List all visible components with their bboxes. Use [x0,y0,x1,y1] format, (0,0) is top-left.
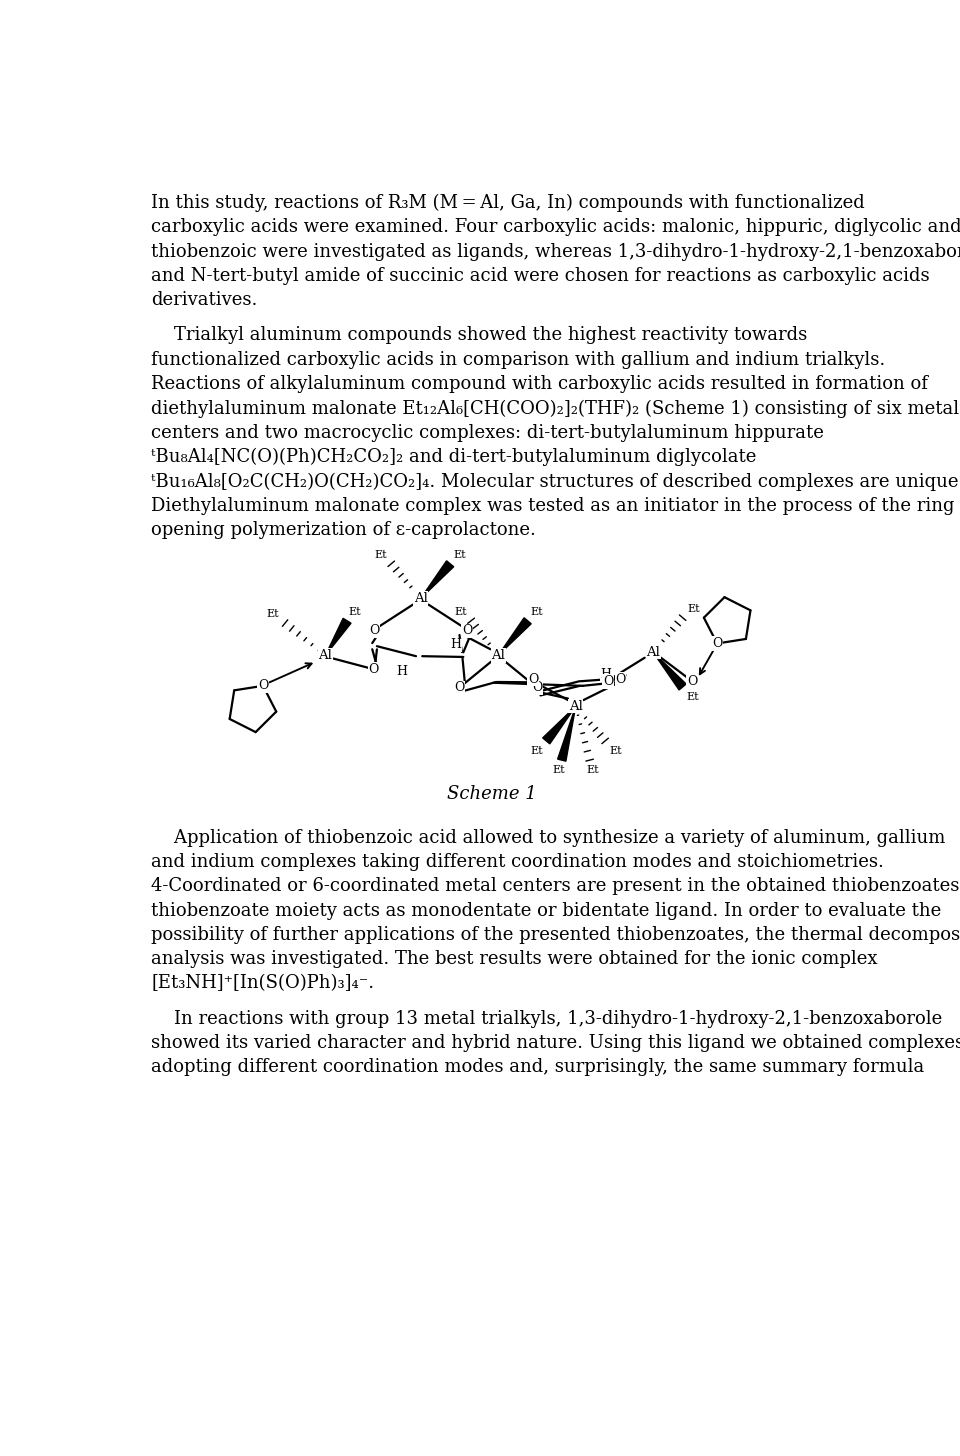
Text: and N-tert-butyl amide of succinic acid were chosen for reactions as carboxylic : and N-tert-butyl amide of succinic acid … [152,266,930,285]
Text: Et: Et [531,607,543,617]
Text: centers and two macrocyclic complexes: di-tert-butylaluminum hippurate: centers and two macrocyclic complexes: d… [152,424,824,441]
Text: Scheme 1: Scheme 1 [447,785,537,802]
Text: O: O [454,681,465,695]
Text: 4-Coordinated or 6-coordinated metal centers are present in the obtained thioben: 4-Coordinated or 6-coordinated metal cen… [152,877,960,895]
Text: H: H [601,668,612,681]
Text: Et: Et [687,604,700,614]
Text: ᵗBu₈Al₄[NC(O)(Ph)CH₂CO₂]₂ and di-tert-butylaluminum diglycolate: ᵗBu₈Al₄[NC(O)(Ph)CH₂CO₂]₂ and di-tert-bu… [152,448,756,466]
Polygon shape [542,706,576,744]
Text: opening polymerization of ε-caprolactone.: opening polymerization of ε-caprolactone… [152,521,536,539]
Text: ᵗBu₁₆Al₈[O₂C(CH₂)O(CH₂)CO₂]₄. Molecular structures of described complexes are un: ᵗBu₁₆Al₈[O₂C(CH₂)O(CH₂)CO₂]₄. Molecular … [152,472,960,491]
Text: Al: Al [646,646,660,658]
Text: Diethylaluminum malonate complex was tested as an initiator in the process of th: Diethylaluminum malonate complex was tes… [152,496,955,515]
Text: O: O [532,681,542,695]
Text: In this study, reactions of R₃M (M = Al, Ga, In) compounds with functionalized: In this study, reactions of R₃M (M = Al,… [152,194,865,213]
Text: Al: Al [414,593,427,604]
Text: Al: Al [492,649,505,662]
Text: and indium complexes taking different coordination modes and stoichiometries.: and indium complexes taking different co… [152,853,884,871]
Polygon shape [420,561,454,598]
Text: Et: Et [348,607,361,617]
Text: adopting different coordination modes and, surprisingly, the same summary formul: adopting different coordination modes an… [152,1059,924,1076]
Polygon shape [325,619,351,655]
Text: Al: Al [319,649,332,662]
Text: thiobenzoate moiety acts as monodentate or bidentate ligand. In order to evaluat: thiobenzoate moiety acts as monodentate … [152,901,942,920]
Text: [Et₃NH]⁺[In(S(O)Ph)₃]₄⁻.: [Et₃NH]⁺[In(S(O)Ph)₃]₄⁻. [152,974,374,993]
Text: In reactions with group 13 metal trialkyls, 1,3-dihydro-1-hydroxy-2,1-benzoxabor: In reactions with group 13 metal trialky… [152,1009,943,1028]
Polygon shape [498,617,531,655]
Text: H: H [450,638,461,651]
Text: O: O [712,636,722,649]
Text: O: O [369,625,379,638]
Text: thiobenzoic were investigated as ligands, whereas 1,3-dihydro-1-hydroxy-2,1-benz: thiobenzoic were investigated as ligands… [152,243,960,261]
Text: Et: Et [686,692,699,702]
Text: analysis was investigated. The best results were obtained for the ionic complex: analysis was investigated. The best resu… [152,951,877,968]
Polygon shape [653,652,686,690]
Text: Et: Et [374,550,387,561]
Text: Et: Et [266,609,278,619]
Text: Application of thiobenzoic acid allowed to synthesize a variety of aluminum, gal: Application of thiobenzoic acid allowed … [152,828,946,846]
Text: O: O [603,676,613,689]
Text: O: O [258,680,268,692]
Text: derivatives.: derivatives. [152,291,257,309]
Text: functionalized carboxylic acids in comparison with gallium and indium trialkyls.: functionalized carboxylic acids in compa… [152,351,885,368]
Text: O: O [528,673,539,686]
Text: Et: Et [609,745,622,756]
Text: Reactions of alkylaluminum compound with carboxylic acids resulted in formation : Reactions of alkylaluminum compound with… [152,376,928,393]
Text: O: O [462,625,472,638]
Text: Et: Et [552,764,565,775]
Text: Et: Et [453,550,466,561]
Text: Al: Al [568,700,583,713]
Text: O: O [615,673,626,686]
Polygon shape [558,706,576,761]
Text: possibility of further applications of the presented thiobenzoates, the thermal : possibility of further applications of t… [152,926,960,943]
Text: Et: Et [531,745,543,756]
Text: showed its varied character and hybrid nature. Using this ligand we obtained com: showed its varied character and hybrid n… [152,1034,960,1053]
Text: diethylaluminum malonate Et₁₂Al₆[CH(COO)₂]₂(THF)₂ (Scheme 1) consisting of six m: diethylaluminum malonate Et₁₂Al₆[CH(COO)… [152,399,959,418]
Text: H: H [396,665,408,678]
Text: Trialkyl aluminum compounds showed the highest reactivity towards: Trialkyl aluminum compounds showed the h… [152,326,807,345]
Text: O: O [686,676,697,689]
Text: Et: Et [455,607,468,617]
Text: carboxylic acids were examined. Four carboxylic acids: malonic, hippuric, diglyc: carboxylic acids were examined. Four car… [152,218,960,236]
Text: O: O [369,662,378,676]
Text: Et: Et [587,764,599,775]
